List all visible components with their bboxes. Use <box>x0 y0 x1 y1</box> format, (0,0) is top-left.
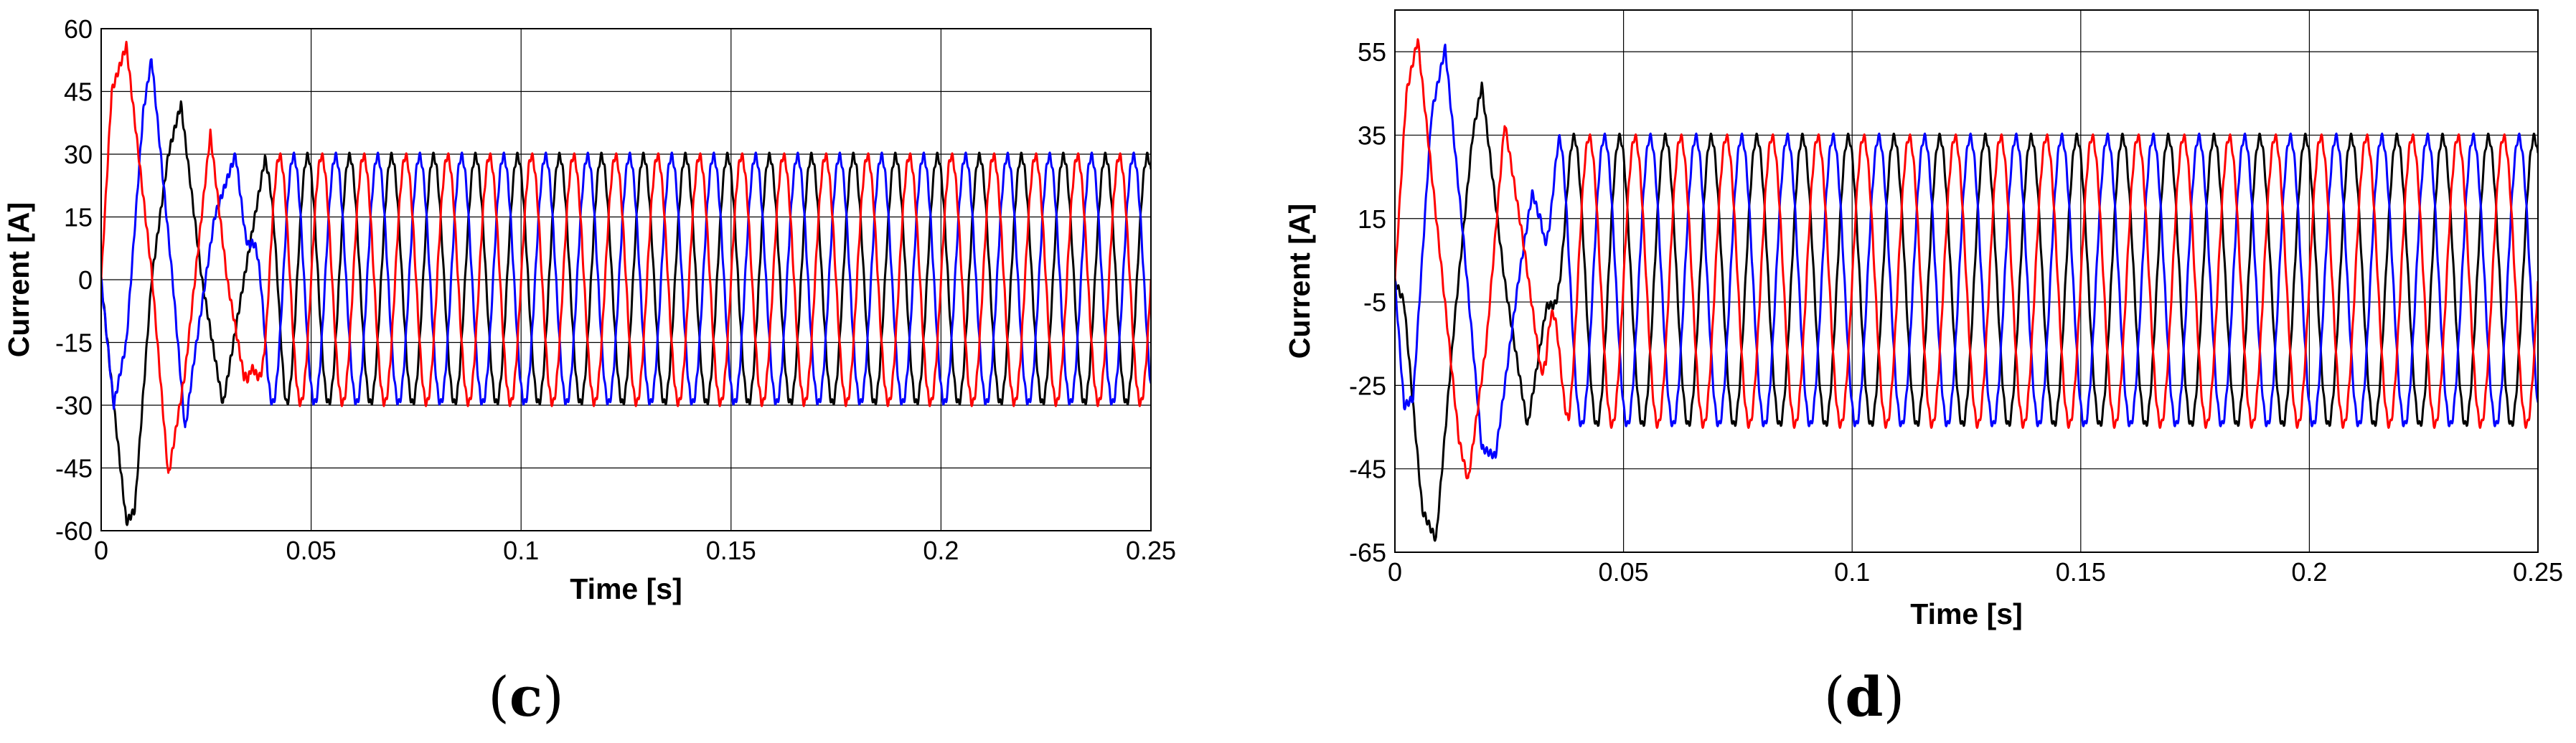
y-tick-label: 0 <box>78 265 93 295</box>
x-tick-label: 0.15 <box>2056 557 2106 587</box>
y-tick-label: -45 <box>55 454 93 483</box>
y-tick-label: -30 <box>55 391 93 420</box>
x-tick-label: 0.05 <box>1599 557 1649 587</box>
x-tick-label: 0.2 <box>2291 557 2327 587</box>
panel-label: (d) <box>1824 665 1904 729</box>
series-line-blue <box>101 58 1151 429</box>
panel-label-letter: d <box>1845 665 1883 729</box>
x-tick-label: 0 <box>1388 557 1402 587</box>
y-axis-label: Current [A] <box>1283 204 1316 359</box>
panel-label-letter: c <box>509 665 542 729</box>
plot-frame <box>1394 9 2539 553</box>
x-axis-label: Time [s] <box>1910 597 2022 630</box>
y-tick-label: -5 <box>1363 288 1386 317</box>
plot-area <box>1395 38 2538 542</box>
y-tick-label: -25 <box>1349 371 1386 400</box>
series-line-blue <box>1395 43 2538 460</box>
chart-c: 0 0.05 0.1 0.15 0.2 0.25 60 45 30 15 0 -15 -30 -45 -60… <box>2 14 1176 729</box>
x-tick-label: 0.1 <box>1834 557 1870 587</box>
y-tick-label: 35 <box>1358 120 1386 150</box>
series-line-red <box>101 40 1151 474</box>
x-tick-label: 0 <box>94 536 108 565</box>
panel-label-open: ( <box>1824 665 1846 729</box>
y-tick-label: 15 <box>1358 204 1386 234</box>
x-tick-label: 0.15 <box>706 536 756 565</box>
y-axis-label: Current [A] <box>2 202 35 357</box>
y-tick-label: -65 <box>1349 538 1386 567</box>
x-tick-label: 0.25 <box>2513 557 2563 587</box>
chart-d: 0 0.05 0.1 0.15 0.2 0.25 55 35 15 -5 -25 -45 -65 Time… <box>1283 9 2563 729</box>
panel-label-close: ) <box>1884 665 1905 729</box>
x-axis-label: Time [s] <box>570 572 682 605</box>
y-tick-label: 30 <box>64 140 93 169</box>
y-tick-label: 15 <box>64 203 93 232</box>
y-tick-label: 45 <box>64 77 93 107</box>
x-tick-label: 0.2 <box>923 536 959 565</box>
series-line-black <box>101 100 1151 526</box>
x-tick-label: 0.05 <box>286 536 337 565</box>
y-tick-label: -45 <box>1349 455 1386 484</box>
series-line-red <box>1395 38 2538 480</box>
panel-label-open: ( <box>488 665 509 729</box>
y-tick-label: 55 <box>1358 37 1386 67</box>
x-tick-label: 0.25 <box>1126 536 1176 565</box>
y-tick-label: 60 <box>64 14 93 44</box>
x-tick-label: 0.1 <box>503 536 539 565</box>
panel-label-close: ) <box>542 665 564 729</box>
y-tick-label: -60 <box>55 516 93 546</box>
y-tick-label: -15 <box>55 328 93 358</box>
plot-area <box>101 40 1151 526</box>
panel-label: (c) <box>488 665 564 729</box>
series-line-black <box>1395 81 2538 542</box>
plot-frame <box>100 28 1152 531</box>
